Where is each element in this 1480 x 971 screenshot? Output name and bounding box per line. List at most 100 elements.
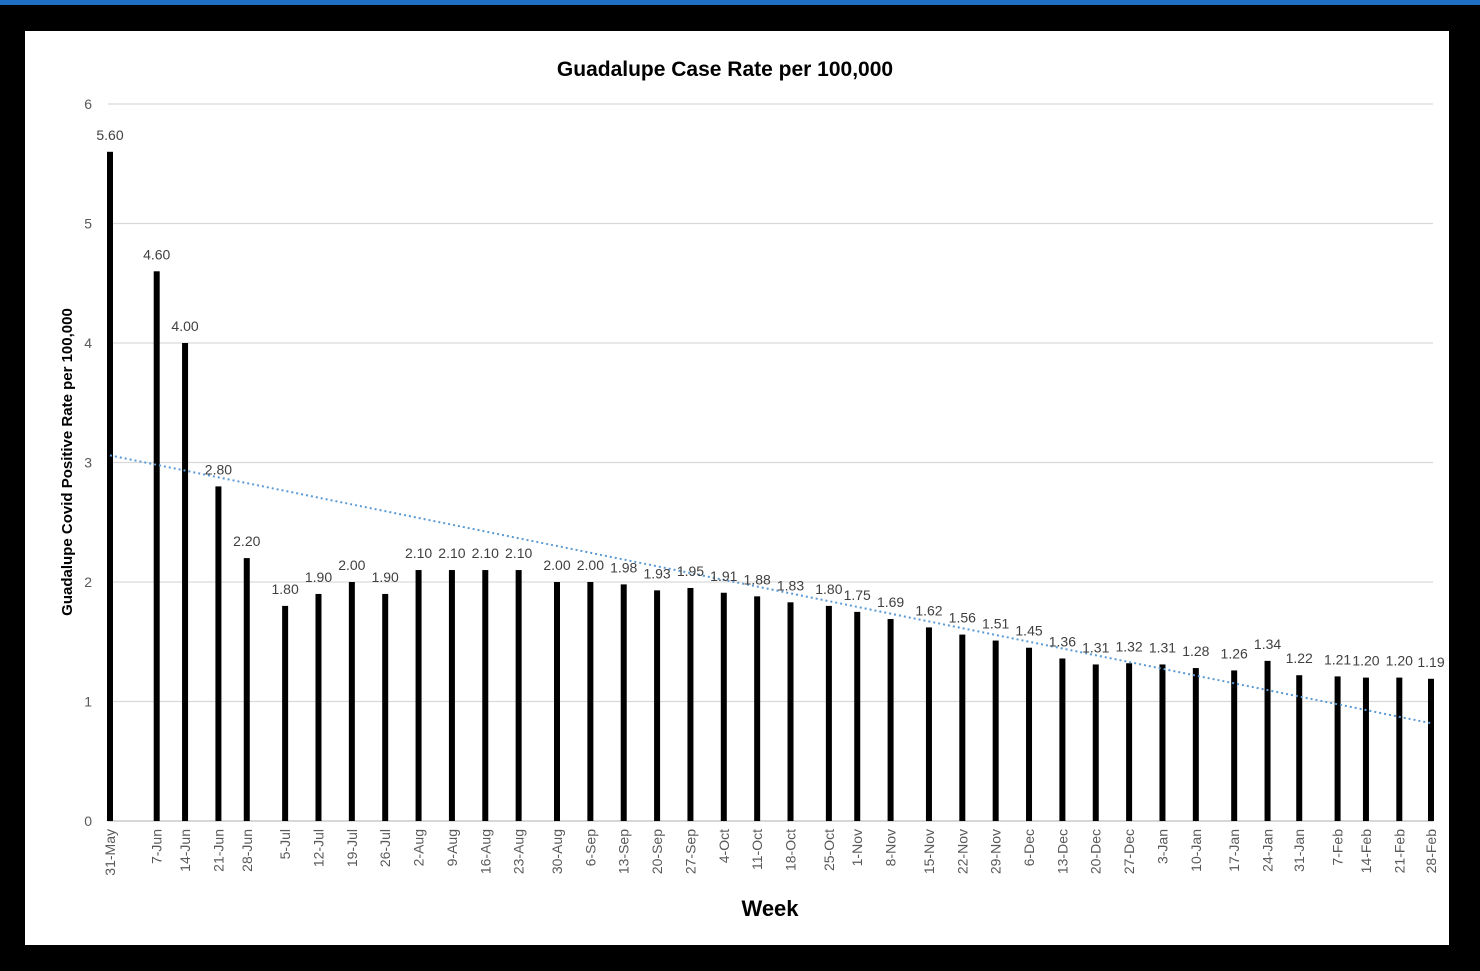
y-tick-label: 5 — [84, 216, 92, 232]
bar — [482, 570, 489, 821]
trendline-path — [109, 454, 1432, 725]
data-label: 1.69 — [877, 594, 904, 610]
data-label: 2.10 — [405, 545, 432, 561]
x-tick-label: 29-Nov — [988, 829, 1004, 874]
x-tick-label: 3-Jan — [1154, 829, 1170, 864]
x-tick-label: 6-Sep — [582, 829, 598, 867]
bar — [1192, 668, 1199, 821]
x-tick-label: 8-Nov — [883, 829, 899, 866]
x-tick-label: 11-Oct — [749, 829, 765, 870]
x-tick-label: 20-Sep — [649, 829, 665, 874]
data-label: 1.51 — [982, 616, 1009, 632]
y-tick-label: 0 — [84, 813, 92, 829]
x-tick-label: 5-Jul — [277, 829, 293, 859]
data-label: 1.26 — [1221, 645, 1248, 661]
bar — [787, 602, 794, 821]
data-label: 1.45 — [1015, 623, 1042, 639]
bar — [887, 619, 894, 821]
x-tick-label: 14-Feb — [1358, 829, 1374, 874]
bar — [1159, 664, 1166, 821]
data-label: 4.60 — [143, 246, 170, 262]
bar — [654, 590, 661, 821]
bar — [687, 587, 694, 821]
data-label: 1.83 — [777, 577, 804, 593]
x-tick-label: 12-Jul — [310, 829, 326, 867]
x-tick-label: 1-Nov — [849, 829, 865, 866]
data-label: 1.28 — [1182, 643, 1209, 659]
trendline — [109, 454, 1432, 725]
data-label: 1.80 — [272, 581, 299, 597]
x-tick-label: 22-Nov — [954, 829, 970, 874]
data-label: 1.90 — [305, 569, 332, 585]
bar — [1059, 658, 1066, 821]
bar — [415, 570, 422, 821]
data-label: 1.32 — [1115, 638, 1142, 654]
data-label: 1.75 — [844, 587, 871, 603]
data-label: 1.20 — [1352, 653, 1379, 669]
bar — [1396, 677, 1403, 821]
data-label: 1.95 — [677, 563, 704, 579]
bar — [315, 593, 322, 821]
x-tick-label: 27-Sep — [682, 829, 698, 874]
x-tick-label: 13-Dec — [1054, 829, 1070, 874]
x-axis-ticks: 31-May 7-Jun 14-Jun 21-Jun 28-Jun 5-Jul 12-Jul… — [102, 829, 1439, 876]
bar — [620, 584, 627, 821]
data-label: 2.10 — [505, 545, 532, 561]
x-tick-label: 28-Jun — [239, 829, 255, 872]
y-tick-label: 4 — [84, 335, 92, 351]
data-label: 1.62 — [915, 602, 942, 618]
bar — [243, 558, 250, 821]
bar — [153, 271, 160, 821]
data-label: 1.36 — [1049, 633, 1076, 649]
bar — [1092, 664, 1099, 821]
data-label: 1.20 — [1386, 653, 1413, 669]
bar — [720, 592, 727, 821]
bar — [1026, 647, 1033, 821]
data-label: 1.90 — [372, 569, 399, 585]
bar — [925, 627, 932, 821]
x-tick-label: 30-Aug — [549, 829, 565, 874]
bar — [554, 582, 561, 821]
bar — [854, 611, 861, 821]
x-tick-label: 26-Jul — [377, 829, 393, 867]
bar — [587, 582, 594, 821]
x-tick-label: 17-Jan — [1226, 829, 1242, 872]
x-tick-label: 21-Feb — [1391, 829, 1407, 874]
data-label: 1.34 — [1254, 636, 1281, 652]
data-label: 1.98 — [610, 559, 637, 575]
bar — [182, 343, 189, 821]
x-tick-label: 23-Aug — [511, 829, 527, 874]
data-label: 5.60 — [96, 127, 123, 143]
bar — [215, 486, 222, 821]
x-axis-title: Week — [741, 896, 799, 921]
x-tick-label: 7-Jun — [149, 829, 165, 864]
x-tick-label: 21-Jun — [210, 829, 226, 872]
y-tick-label: 6 — [84, 96, 92, 112]
bar — [825, 605, 832, 821]
bar — [1334, 676, 1341, 821]
data-label: 1.93 — [643, 565, 670, 581]
x-tick-label: 31-May — [102, 829, 118, 876]
x-tick-label: 2-Aug — [411, 829, 427, 866]
data-label: 1.31 — [1149, 639, 1176, 655]
x-tick-label: 25-Oct — [821, 829, 837, 871]
bar-series — [107, 151, 1434, 822]
x-tick-label: 27-Dec — [1121, 829, 1137, 874]
chart-area — [25, 31, 1449, 945]
data-label: 2.80 — [205, 461, 232, 477]
x-tick-label: 6-Dec — [1021, 829, 1037, 866]
bar — [959, 634, 966, 821]
data-label: 2.10 — [438, 545, 465, 561]
bar — [515, 570, 522, 821]
bar — [754, 596, 761, 821]
x-tick-label: 31-Jan — [1291, 829, 1307, 872]
bar — [448, 570, 455, 821]
data-label: 1.80 — [815, 581, 842, 597]
y-tick-label: 2 — [84, 574, 92, 590]
data-label: 1.88 — [744, 571, 771, 587]
bar — [1231, 670, 1238, 821]
chart-title: Guadalupe Case Rate per 100,000 — [557, 58, 893, 81]
data-label: 1.22 — [1286, 650, 1313, 666]
data-label: 2.00 — [543, 557, 570, 573]
